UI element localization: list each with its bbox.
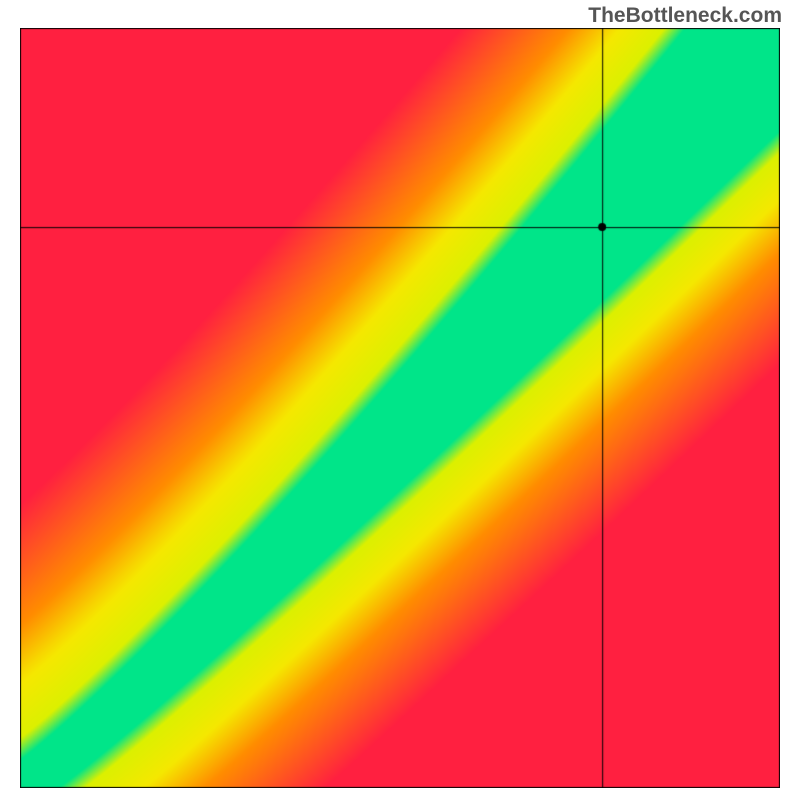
plot-container [20,28,780,788]
bottleneck-heatmap [20,28,780,788]
watermark-text: TheBottleneck.com [588,4,782,28]
